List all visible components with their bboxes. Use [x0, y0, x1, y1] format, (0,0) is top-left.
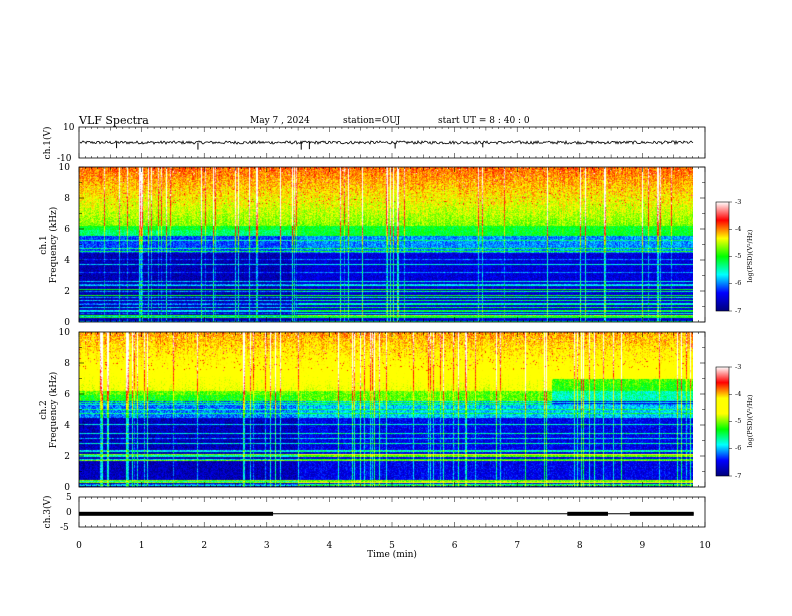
ch1-colorbar: [715, 201, 730, 312]
start-ut-label: start UT = 8 : 40 : 0: [438, 116, 530, 126]
station-label: station=OUJ: [343, 116, 401, 126]
time-axis-tick-1: 1: [139, 541, 145, 551]
date-label: May 7 , 2024: [250, 116, 310, 126]
ch2-spectrogram-yticks: 0 2 4 6 8 10: [59, 328, 705, 493]
ch2-spectrogram-ticks: [78, 332, 706, 487]
ch1-colorbar-tick-m5: -5: [735, 252, 741, 260]
y-tick-label-10: 10: [59, 328, 71, 338]
time-axis-tick-4: 4: [327, 541, 333, 551]
ch1-colorbar-label: log(PSD)(V²/Hz): [746, 229, 754, 282]
ch1-x-ticks: [78, 127, 706, 158]
ch1-ytick-bottom: -10: [57, 154, 72, 164]
ch1-spikes: [116, 142, 484, 150]
ch1-spectrogram-image: [79, 167, 693, 322]
ch3-bar: [629, 511, 694, 516]
ch1-waveform-panel: 10 -10 ch.1(V): [42, 123, 706, 164]
ch2-colorbar-tick-m6: -6: [735, 444, 741, 452]
ch2-colorbar-ticks: [729, 366, 732, 477]
y-tick-label-6: 6: [64, 390, 70, 400]
ch2-spectrogram-image: [79, 332, 693, 487]
time-axis-tick-7: 7: [514, 541, 520, 551]
ch2-colorbar-tick-m4: -4: [735, 390, 741, 398]
ch3-bar: [79, 511, 274, 516]
ch3-ytick-m5: -5: [60, 523, 69, 533]
ch1-spectrogram-yticks: 0 2 4 6 8 10: [59, 163, 705, 328]
figure-title: VLF Spectra: [78, 114, 149, 127]
time-axis-tick-5: 5: [389, 541, 395, 551]
y-tick-label-10: 10: [59, 163, 71, 173]
ch3-x-ticks: [78, 497, 706, 527]
ch1-spectrogram-panel: 0 2 4 6 8 10 ch.1 Frequency (kHz) -3 -4 -5 -6…: [39, 163, 754, 328]
ch2-spectrogram-ylabel: Frequency (kHz): [48, 372, 59, 449]
time-axis-tick-8: 8: [577, 541, 583, 551]
ch2-spectrogram-panel: 0 2 4 6 8 10 ch.2 Frequency (kHz) -3 -4 -5 -6…: [39, 328, 754, 493]
y-tick-label-2: 2: [64, 287, 70, 297]
y-tick-label-2: 2: [64, 452, 70, 462]
ch1-ytick-top: 10: [63, 123, 75, 133]
ch2-colorbar-tick-m7: -7: [735, 472, 741, 480]
ch1-ylabel: ch.1(V): [42, 127, 53, 160]
y-tick-label-6: 6: [64, 225, 70, 235]
ch1-spectrogram-ticks: [78, 167, 706, 322]
y-tick-label-4: 4: [64, 421, 70, 431]
ch3-panel: 5 0 -5 ch.3(V) 0 1 2 3 4 5 6 7 8 9 10 Time (min): [42, 493, 711, 560]
time-axis-tick-3: 3: [264, 541, 270, 551]
ch1-colorbar-tick-m3: -3: [735, 198, 741, 206]
ch2-colorbar-label: log(PSD)(V²/Hz): [746, 394, 754, 447]
y-tick-label-0: 0: [64, 318, 70, 328]
time-axis-tick-6: 6: [452, 541, 458, 551]
ch1-spectrogram-channel-label: ch.1: [39, 235, 49, 254]
time-axis-tick-0: 0: [76, 541, 82, 551]
ch2-colorbar-tick-m5: -5: [735, 417, 741, 425]
ch1-colorbar-tick-m4: -4: [735, 225, 741, 233]
ch1-colorbar-tick-m6: -6: [735, 279, 741, 287]
time-axis-tick-2: 2: [201, 541, 207, 551]
ch1-colorbar-ticks: [729, 201, 732, 312]
ch1-spectrogram-ylabel: Frequency (kHz): [48, 207, 59, 284]
ch1-colorbar-tick-m7: -7: [735, 307, 741, 315]
ch3-ytick-5: 5: [66, 493, 72, 503]
time-axis-tick-10: 10: [699, 541, 711, 551]
ch3-bar: [567, 511, 608, 516]
y-tick-label-8: 8: [64, 359, 70, 369]
ch1-waveform-line: [79, 139, 694, 146]
ch3-ytick-0: 0: [66, 508, 72, 518]
ch2-colorbar: [715, 366, 730, 477]
ch2-spectrogram-channel-label: ch.2: [39, 400, 49, 419]
time-axis-tick-labels: 0 1 2 3 4 5 6 7 8 9 10: [76, 541, 711, 551]
y-tick-label-4: 4: [64, 256, 70, 266]
ch3-ylabel: ch.3(V): [42, 496, 53, 529]
y-tick-label-0: 0: [64, 483, 70, 493]
time-axis-tick-9: 9: [640, 541, 646, 551]
ch3-signal-bars: [79, 511, 694, 516]
time-axis-label: Time (min): [367, 549, 417, 560]
y-tick-label-8: 8: [64, 194, 70, 204]
ch2-colorbar-tick-m3: -3: [735, 363, 741, 371]
